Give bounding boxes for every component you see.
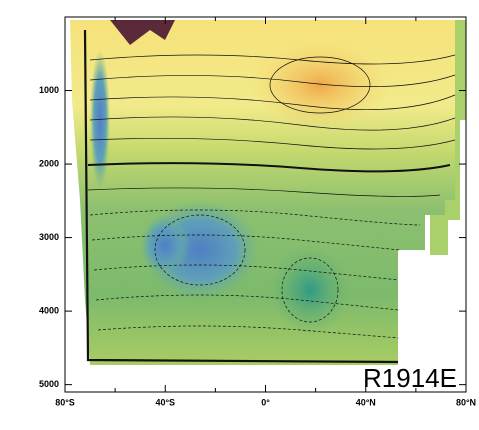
- cold-core: [140, 215, 190, 275]
- y-tick-label: 4000: [39, 305, 59, 315]
- field: [70, 20, 466, 365]
- surface-dark: [110, 20, 175, 45]
- cold-strip: [90, 50, 110, 190]
- contour-lines: [83, 29, 456, 364]
- y-tick-label: 3000: [39, 232, 59, 242]
- x-tick-label: 40°S: [155, 397, 175, 407]
- annotation: R1914E: [363, 363, 457, 393]
- x-tick-label: 80°S: [55, 397, 75, 407]
- y-tick-label: 2000: [39, 158, 59, 168]
- teal-core: [270, 245, 350, 335]
- warm-core: [250, 40, 390, 130]
- x-tick-label: 80°N: [456, 397, 476, 407]
- y-tick-label: 5000: [39, 379, 59, 389]
- x-tick-label: 40°N: [356, 397, 376, 407]
- y-tick-label: 1000: [39, 85, 59, 95]
- x-tick-label: 0°: [261, 397, 270, 407]
